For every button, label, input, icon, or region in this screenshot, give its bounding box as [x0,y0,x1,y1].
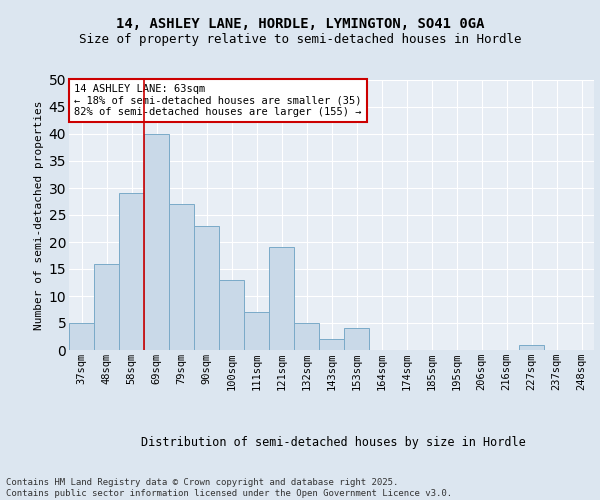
Y-axis label: Number of semi-detached properties: Number of semi-detached properties [34,100,44,330]
Bar [169,204,194,350]
Bar [194,226,219,350]
Text: Contains HM Land Registry data © Crown copyright and database right 2025.
Contai: Contains HM Land Registry data © Crown c… [6,478,452,498]
Bar [144,134,169,350]
Bar [344,328,369,350]
Bar [94,264,119,350]
Bar [119,194,144,350]
Text: Distribution of semi-detached houses by size in Hordle: Distribution of semi-detached houses by … [140,436,526,449]
Text: 14, ASHLEY LANE, HORDLE, LYMINGTON, SO41 0GA: 14, ASHLEY LANE, HORDLE, LYMINGTON, SO41… [116,18,484,32]
Bar [244,312,269,350]
Text: Size of property relative to semi-detached houses in Hordle: Size of property relative to semi-detach… [79,32,521,46]
Bar [319,339,344,350]
Bar [69,323,94,350]
Text: 14 ASHLEY LANE: 63sqm
← 18% of semi-detached houses are smaller (35)
82% of semi: 14 ASHLEY LANE: 63sqm ← 18% of semi-deta… [74,84,362,117]
Bar [219,280,244,350]
Bar [519,344,544,350]
Bar [269,248,294,350]
Bar [294,323,319,350]
